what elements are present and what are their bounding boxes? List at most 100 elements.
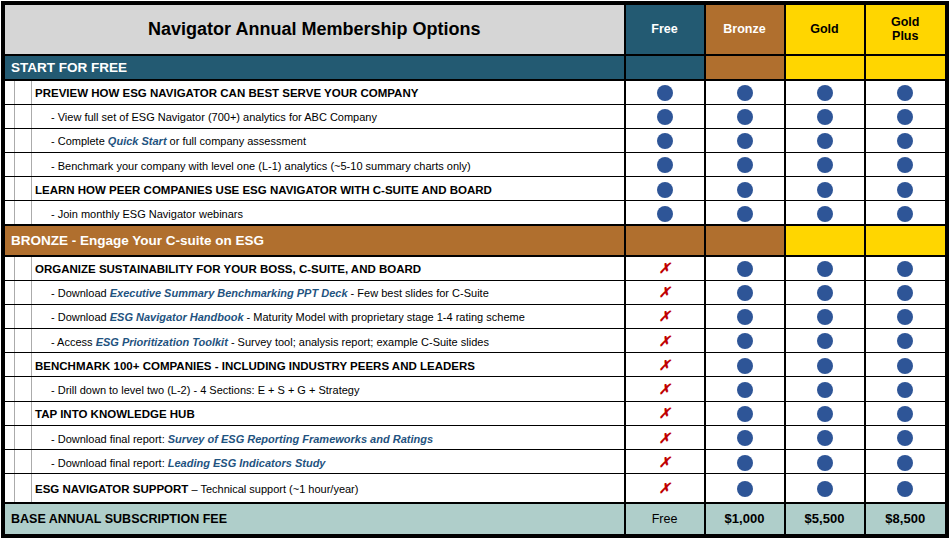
gridline-spacer: [5, 450, 15, 473]
gridline-spacer: [15, 329, 32, 352]
included-dot-icon: [737, 406, 753, 422]
fee-gold-plus: $8,500: [865, 503, 946, 535]
plan-availability-cell: [785, 304, 865, 328]
plan-availability-cell: [865, 304, 946, 328]
gridline-spacer: [5, 353, 15, 376]
feature-label: PREVIEW HOW ESG NAVIGATOR CAN BEST SERVE…: [35, 83, 418, 101]
plan-availability-cell: [785, 177, 865, 201]
subitem-label: - Access ESG Prioritization Toolkit - Su…: [51, 332, 489, 350]
excluded-x-icon: ✗: [659, 284, 671, 300]
plan-availability-cell: [785, 280, 865, 304]
section-plan-cell: [865, 225, 946, 256]
excluded-x-icon: ✗: [659, 381, 671, 397]
included-dot-icon: [897, 481, 913, 497]
included-dot-icon: [897, 109, 913, 125]
plan-availability-cell: [705, 328, 785, 352]
plan-availability-cell: [625, 128, 705, 152]
column-header-gold: Gold: [785, 5, 865, 55]
plan-availability-cell: [865, 401, 946, 425]
included-dot-icon: [817, 309, 833, 325]
included-dot-icon: [897, 285, 913, 301]
subitem-label: - Benchmark your company with level one …: [51, 156, 471, 174]
gridline-spacer: [5, 153, 15, 176]
included-dot-icon: [817, 430, 833, 446]
fee-gold: $5,500: [785, 503, 865, 535]
plan-availability-cell: [625, 104, 705, 128]
column-header-bronze: Bronze: [705, 5, 785, 55]
plan-availability-cell: ✗: [625, 401, 705, 425]
plan-availability-cell: [705, 377, 785, 401]
gridline-spacer: [15, 353, 32, 376]
included-dot-icon: [657, 206, 673, 222]
included-dot-icon: [897, 206, 913, 222]
section-plan-cell: [865, 55, 946, 80]
plan-availability-cell: [705, 80, 785, 104]
gridline-spacer: [15, 81, 32, 104]
feature-description-cell: - Complete Quick Start or full company a…: [5, 128, 625, 152]
plan-availability-cell: [865, 256, 946, 280]
plan-availability-cell: [865, 153, 946, 177]
gridline-spacer: [5, 105, 15, 128]
subitem-label: - Complete Quick Start or full company a…: [51, 131, 306, 149]
gridline-spacer: [15, 426, 32, 449]
feature-row: LEARN HOW PEER COMPANIES USE ESG NAVIGAT…: [5, 177, 946, 201]
included-dot-icon: [737, 309, 753, 325]
gridline-spacer: [5, 474, 15, 501]
gridline-spacer: [15, 177, 32, 200]
plan-availability-cell: [865, 377, 946, 401]
gridline-spacer: [15, 257, 32, 280]
excluded-x-icon: ✗: [659, 454, 671, 470]
feature-row: ORGANIZE SUSTAINABILITY FOR YOUR BOSS, C…: [5, 256, 946, 280]
feature-row: TAP INTO KNOWLEDGE HUB✗: [5, 401, 946, 425]
section-plan-cell: [625, 55, 705, 80]
section-header-row: BRONZE - Engage Your C-suite on ESG: [5, 225, 946, 256]
subitem-label: - Download ESG Navigator Handbook - Matu…: [51, 307, 525, 325]
gridline-spacer: [15, 201, 32, 224]
plan-availability-cell: [785, 153, 865, 177]
feature-row: BENCHMARK 100+ COMPANIES - INCLUDING IND…: [5, 353, 946, 377]
gridline-spacer: [5, 377, 15, 400]
table-header-row: Navigator Annual Membership Options Free…: [5, 5, 946, 55]
included-dot-icon: [737, 358, 753, 374]
plan-availability-cell: [865, 280, 946, 304]
plan-availability-cell: [785, 328, 865, 352]
included-dot-icon: [817, 285, 833, 301]
gridline-spacer: [15, 402, 32, 425]
gridline-spacer: [5, 201, 15, 224]
subitem-label: - Download final report: Leading ESG Ind…: [51, 453, 325, 471]
gridline-spacer: [5, 305, 15, 328]
excluded-x-icon: ✗: [659, 260, 671, 276]
plan-availability-cell: [865, 201, 946, 225]
feature-description-cell: LEARN HOW PEER COMPANIES USE ESG NAVIGAT…: [5, 177, 625, 201]
plan-availability-cell: [865, 474, 946, 503]
subitem-label: - Download final report: Survey of ESG R…: [51, 429, 433, 447]
excluded-x-icon: ✗: [659, 308, 671, 324]
plan-availability-cell: ✗: [625, 304, 705, 328]
column-header-gold-plus: Gold Plus: [865, 5, 946, 55]
included-dot-icon: [897, 430, 913, 446]
plan-availability-cell: [705, 304, 785, 328]
plan-availability-cell: [785, 353, 865, 377]
included-dot-icon: [897, 406, 913, 422]
included-dot-icon: [817, 358, 833, 374]
section-plan-cell: [785, 225, 865, 256]
included-dot-icon: [817, 382, 833, 398]
excluded-x-icon: ✗: [659, 430, 671, 446]
excluded-x-icon: ✗: [659, 357, 671, 373]
gridline-spacer: [15, 281, 32, 304]
gridline-spacer: [15, 105, 32, 128]
plan-availability-cell: [705, 401, 785, 425]
fee-row-label: BASE ANNUAL SUBSCRIPTION FEE: [5, 503, 625, 535]
feature-description-cell: - Access ESG Prioritization Toolkit - Su…: [5, 328, 625, 352]
included-dot-icon: [737, 133, 753, 149]
plan-availability-cell: [705, 177, 785, 201]
feature-description-cell: BENCHMARK 100+ COMPANIES - INCLUDING IND…: [5, 353, 625, 377]
plan-availability-cell: [785, 80, 865, 104]
subitem-row: - View full set of ESG Navigator (700+) …: [5, 104, 946, 128]
plan-availability-cell: [865, 104, 946, 128]
included-dot-icon: [737, 206, 753, 222]
feature-description-cell: - Join monthly ESG Navigator webinars: [5, 201, 625, 225]
included-dot-icon: [897, 133, 913, 149]
feature-description-cell: - Download final report: Survey of ESG R…: [5, 425, 625, 449]
plan-availability-cell: [785, 104, 865, 128]
